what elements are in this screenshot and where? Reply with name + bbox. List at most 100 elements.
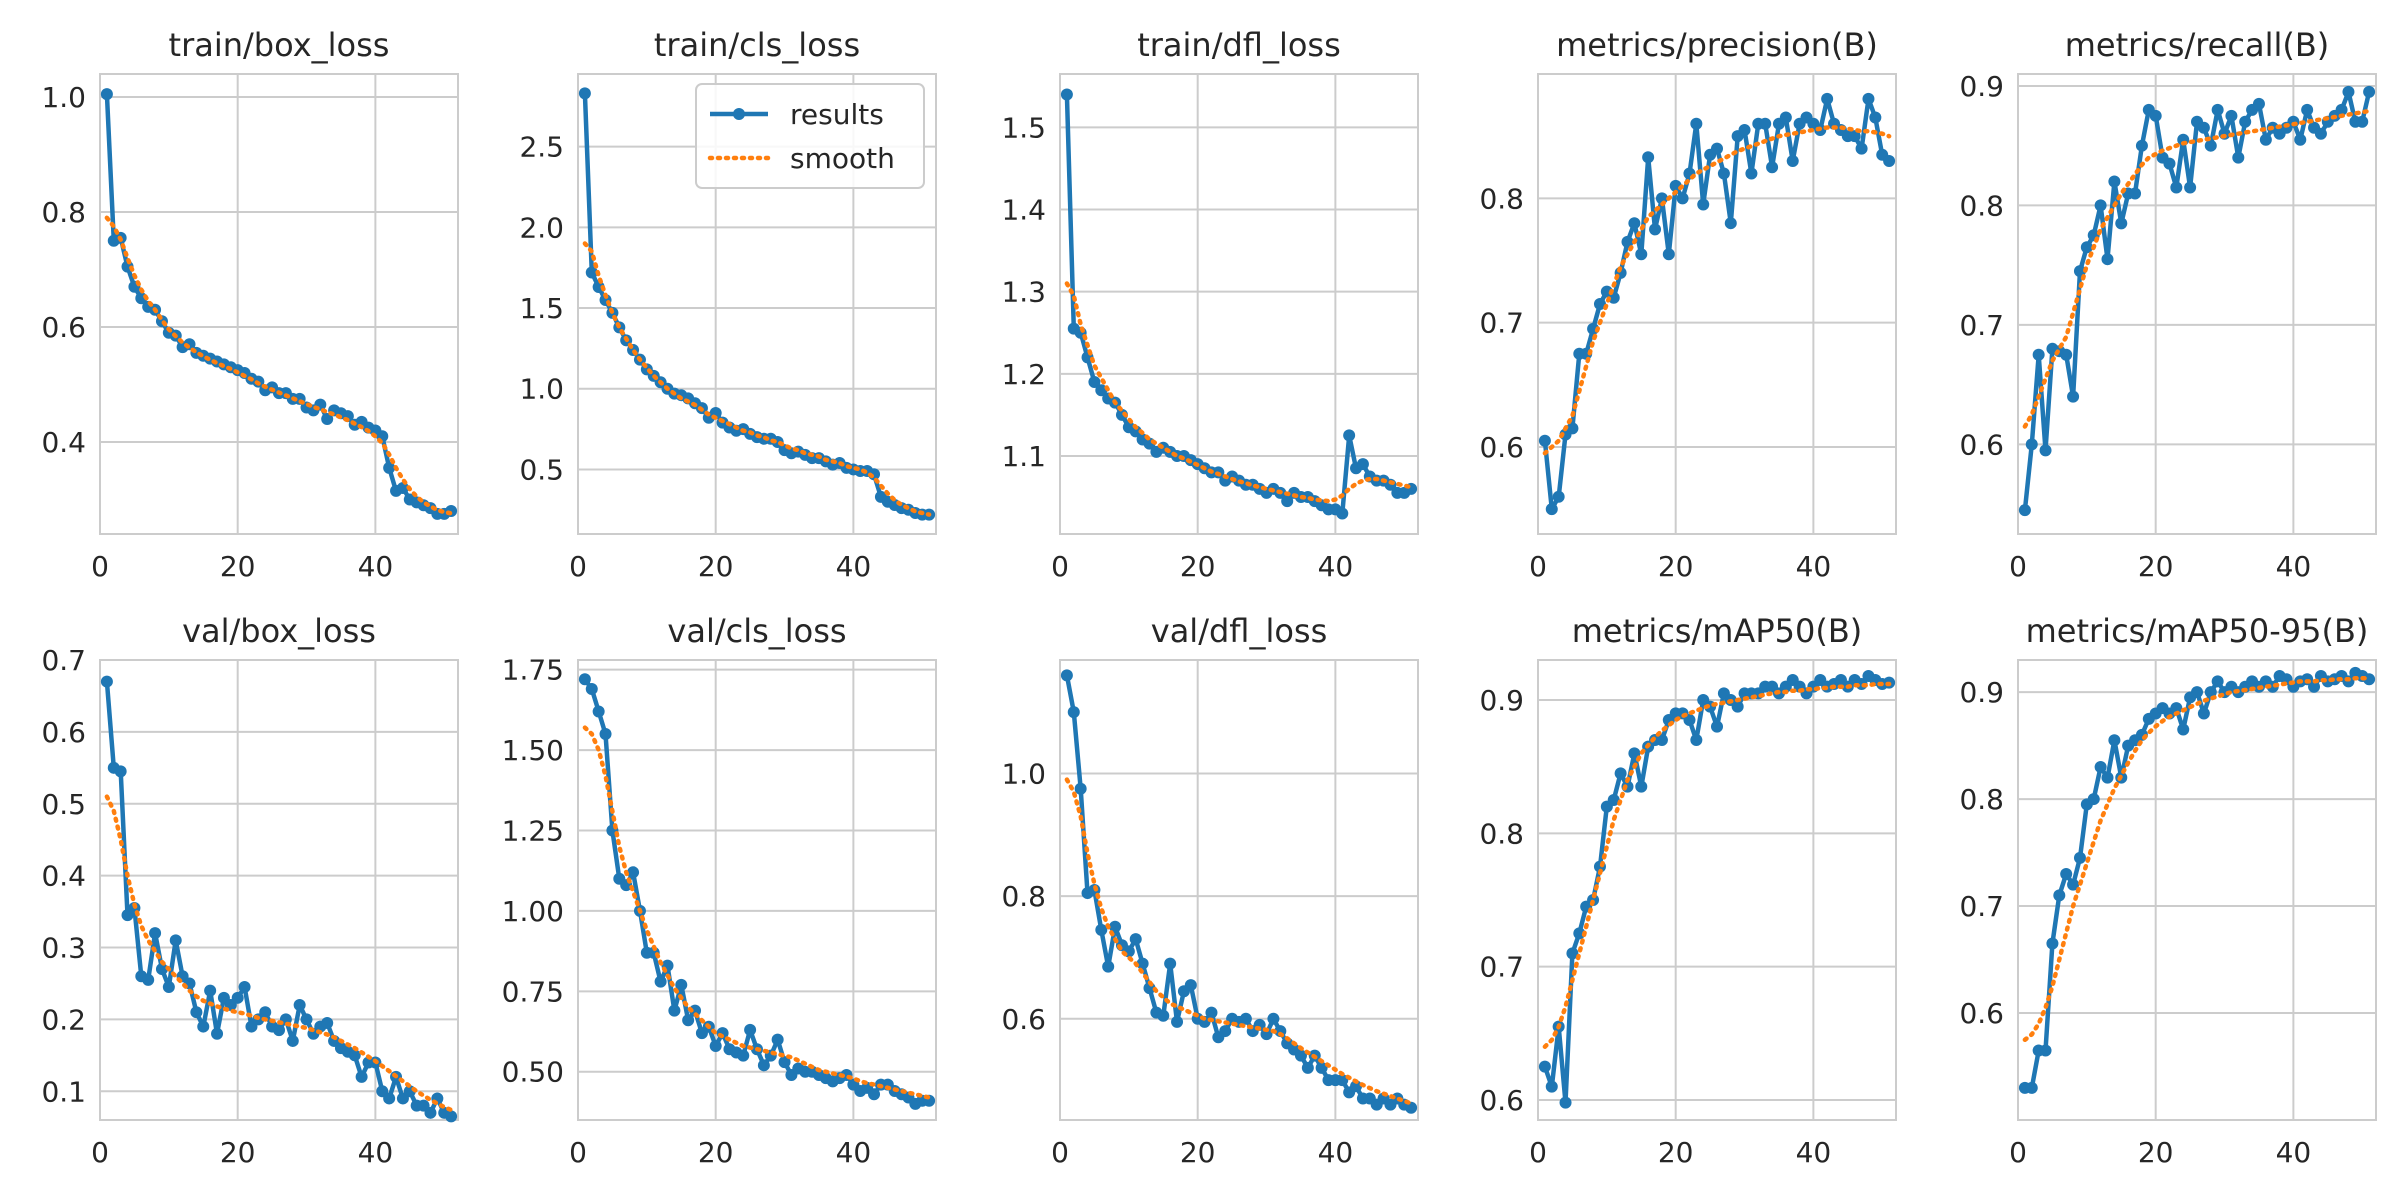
results-point bbox=[1655, 734, 1668, 746]
results-point bbox=[2163, 157, 2176, 170]
y-tick-label: 0.5 bbox=[519, 453, 564, 486]
results-point bbox=[1779, 111, 1792, 124]
x-tick-label: 20 bbox=[1180, 1136, 1216, 1169]
results-point bbox=[1724, 217, 1737, 230]
results-point bbox=[1635, 248, 1648, 261]
legend-smooth-label: smooth bbox=[790, 142, 895, 175]
results-point bbox=[1074, 782, 1087, 795]
results-point bbox=[1683, 714, 1696, 726]
results-point bbox=[585, 682, 598, 695]
results-point bbox=[259, 1006, 272, 1019]
results-point bbox=[1281, 495, 1294, 508]
y-tick-label: 1.0 bbox=[519, 373, 564, 406]
y-tick-label: 0.8 bbox=[1959, 189, 2004, 222]
results-point bbox=[2108, 175, 2121, 188]
results-point bbox=[1869, 111, 1882, 124]
subplot-title: train/dfl_loss bbox=[1137, 26, 1341, 64]
x-tick-label: 0 bbox=[2009, 1136, 2027, 1169]
x-tick-label: 20 bbox=[2138, 1136, 2174, 1169]
x-tick-label: 20 bbox=[220, 550, 256, 583]
y-tick-label: 0.9 bbox=[1959, 676, 2004, 709]
y-tick-label: 1.1 bbox=[1001, 440, 1046, 473]
results-point bbox=[2211, 103, 2224, 116]
x-tick-label: 40 bbox=[358, 1136, 394, 1169]
plot-frame bbox=[577, 73, 937, 535]
results-point bbox=[737, 1049, 750, 1062]
y-tick-label: 0.1 bbox=[41, 1075, 86, 1108]
y-tick-label: 0.7 bbox=[41, 644, 86, 677]
results-point bbox=[1848, 130, 1861, 143]
results-point bbox=[1538, 434, 1551, 447]
results-point bbox=[1786, 155, 1799, 168]
smooth-line bbox=[1542, 681, 1892, 1049]
results-point bbox=[100, 675, 113, 688]
results-point bbox=[383, 461, 396, 474]
y-tick-label: 1.0 bbox=[1001, 757, 1046, 790]
x-tick-label: 40 bbox=[1318, 550, 1354, 583]
results-point bbox=[204, 984, 217, 997]
results-point bbox=[2080, 241, 2093, 254]
subplot-title: train/box_loss bbox=[169, 26, 390, 64]
x-tick-label: 0 bbox=[1529, 550, 1547, 583]
plot-frame bbox=[99, 659, 459, 1121]
results-point bbox=[2211, 675, 2224, 688]
subplot-title: metrics/mAP50(B) bbox=[1572, 612, 1863, 650]
results-point bbox=[2308, 680, 2321, 693]
y-tick-label: 0.4 bbox=[41, 426, 86, 459]
x-tick-label: 0 bbox=[1051, 1136, 1069, 1169]
x-tick-label: 20 bbox=[1658, 1136, 1694, 1169]
results-point bbox=[744, 1023, 757, 1036]
results-point bbox=[197, 1020, 210, 1033]
results-point bbox=[2239, 115, 2252, 128]
results-point bbox=[1067, 706, 1080, 719]
results-point bbox=[599, 727, 612, 740]
results-point bbox=[1102, 960, 1115, 973]
results-point bbox=[675, 978, 688, 991]
results-point bbox=[383, 1092, 396, 1105]
results-point bbox=[321, 413, 334, 425]
results-point bbox=[2184, 181, 2197, 194]
y-tick-label: 1.75 bbox=[502, 654, 564, 687]
results-point bbox=[778, 1056, 791, 1069]
results-point bbox=[114, 765, 127, 778]
results-point bbox=[1239, 1012, 1252, 1025]
results-point bbox=[2039, 444, 2052, 457]
results-point bbox=[1559, 1096, 1572, 1109]
results-point bbox=[2363, 673, 2376, 686]
subplot-title: train/cls_loss bbox=[654, 26, 860, 64]
results-point bbox=[1184, 979, 1197, 992]
smooth-line bbox=[1064, 281, 1414, 504]
results-point bbox=[2073, 851, 2086, 864]
results-point bbox=[1343, 429, 1356, 442]
results-point bbox=[1129, 425, 1142, 438]
results-point bbox=[2252, 97, 2265, 110]
results-point bbox=[1136, 957, 1149, 970]
results-point bbox=[2032, 348, 2045, 361]
y-tick-label: 0.8 bbox=[1479, 182, 1524, 215]
results-point bbox=[1350, 1080, 1363, 1093]
results-point bbox=[1356, 458, 1369, 471]
x-tick-label: 40 bbox=[2276, 550, 2312, 583]
x-tick-label: 0 bbox=[91, 550, 109, 583]
results-point bbox=[2067, 390, 2080, 403]
results-point bbox=[2191, 686, 2203, 699]
plot-frame bbox=[2017, 73, 2377, 535]
results-point bbox=[2060, 867, 2073, 880]
results-point bbox=[1336, 507, 1349, 520]
x-tick-label: 40 bbox=[1796, 1136, 1832, 1169]
subplot-title: metrics/recall(B) bbox=[2065, 26, 2330, 64]
results-point bbox=[1552, 490, 1565, 503]
subplot-6: 0 20 40 0.1 0.2 0.3 0.4 0.5 0.6 0.7 val/box_loss bbox=[41, 612, 459, 1169]
y-tick-label: 0.6 bbox=[1001, 1003, 1046, 1036]
results-point bbox=[1545, 1080, 1558, 1093]
results-point bbox=[1662, 248, 1675, 261]
results-point bbox=[2301, 103, 2314, 116]
subplot-8: 0 20 40 0.6 0.8 1.0 val/dfl_loss bbox=[1001, 612, 1419, 1169]
y-tick-label: 0.6 bbox=[41, 311, 86, 344]
results-point bbox=[162, 981, 175, 994]
results-point bbox=[1219, 1025, 1232, 1038]
legend-box bbox=[695, 83, 925, 189]
subplot-4: 0 20 40 0.6 0.7 0.8 metrics/precision(B) bbox=[1479, 26, 1897, 583]
x-tick-label: 40 bbox=[836, 1136, 872, 1169]
results-point bbox=[1711, 720, 1723, 733]
